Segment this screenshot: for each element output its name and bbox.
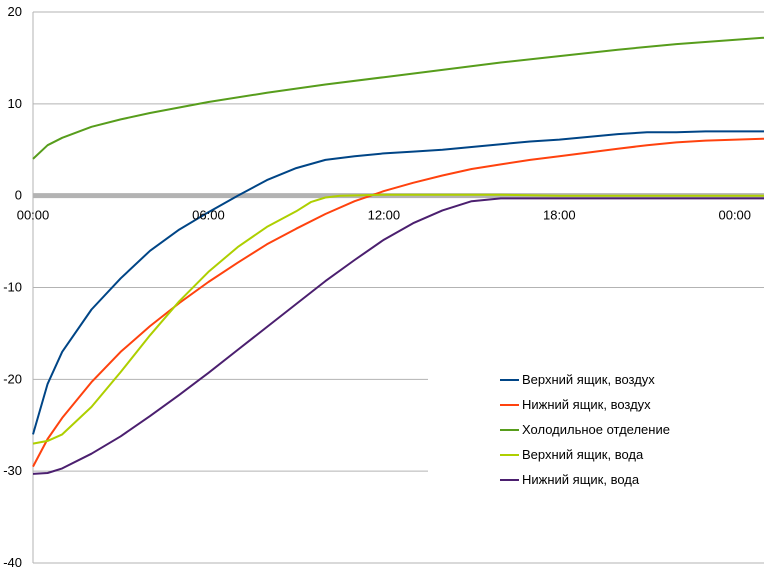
y-tick-label: 0 bbox=[15, 188, 22, 203]
x-tick-label: 18:00 bbox=[543, 208, 576, 223]
legend-label: Нижний ящик, вода bbox=[522, 472, 640, 487]
series-line-1 bbox=[32, 130, 764, 435]
series-line-4 bbox=[32, 193, 764, 445]
legend-background bbox=[428, 362, 764, 502]
series-lines bbox=[32, 36, 765, 475]
x-axis-tick-labels: 00:00 06:00 12:00 18:00 00:00 bbox=[17, 208, 751, 223]
series-line-3 bbox=[32, 36, 765, 160]
legend: Верхний ящик, воздух Нижний ящик, воздух Х… bbox=[428, 362, 764, 502]
series-line-2 bbox=[32, 137, 765, 468]
y-tick-label: -30 bbox=[3, 463, 22, 478]
y-tick-label: -10 bbox=[3, 280, 22, 295]
y-tick-label: -40 bbox=[3, 555, 22, 570]
x-tick-label: 00:00 bbox=[718, 208, 751, 223]
legend-label: Холодильное отделение bbox=[522, 422, 670, 437]
x-tick-label: 12:00 bbox=[368, 208, 401, 223]
legend-label: Верхний ящик, вода bbox=[522, 447, 644, 462]
series-line-5 bbox=[32, 197, 764, 475]
y-axis-tick-labels: 20 10 0 -10 -20 -30 -40 bbox=[3, 4, 22, 570]
y-tick-label: 20 bbox=[8, 4, 22, 19]
legend-label: Верхний ящик, воздух bbox=[522, 372, 655, 387]
legend-label: Нижний ящик, воздух bbox=[522, 397, 651, 412]
x-tick-label: 00:00 bbox=[17, 208, 50, 223]
y-tick-label: -20 bbox=[3, 371, 22, 386]
x-tick-label: 06:00 bbox=[192, 208, 225, 223]
y-tick-label: 10 bbox=[8, 96, 22, 111]
